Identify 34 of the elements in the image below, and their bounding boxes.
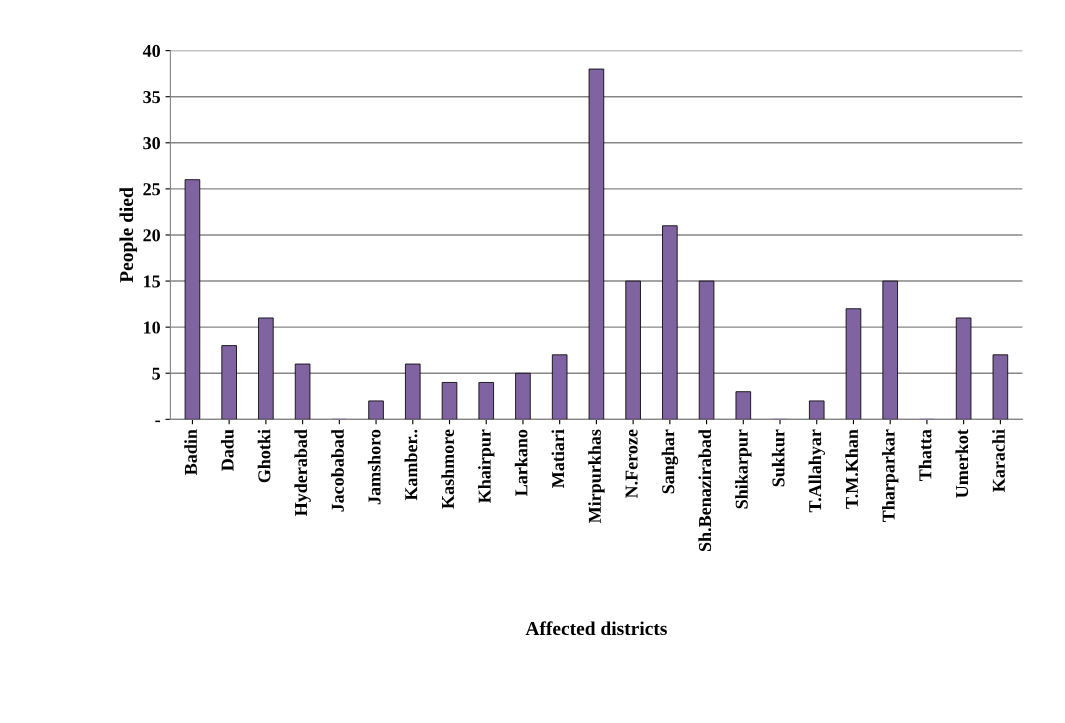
x-tick-label: T.M.Khan (845, 429, 859, 509)
y-tick-label: 5 (152, 367, 161, 380)
x-tick-label: Sh.Benazirabad (698, 429, 712, 551)
x-tick-label: Mirpurkhas (588, 429, 605, 524)
x-tick-label: Kashmore (441, 429, 455, 509)
x-tick-label: Sukkur (771, 429, 785, 487)
y-tick-label: 20 (143, 229, 160, 242)
y-axis-title: People died (119, 187, 138, 283)
y-tick-label: 30 (143, 137, 160, 150)
y-tick-label: - (155, 420, 161, 423)
x-tick-label: Matiari (551, 429, 565, 488)
x-tick-label: N.Feroze (625, 429, 638, 499)
y-tick-label: 40 (142, 44, 160, 58)
x-tick-label: Jacobabad (331, 429, 344, 512)
x-tick-label: Shikarpur (735, 429, 752, 509)
x-tick-label: Larkano (514, 429, 528, 496)
x-tick-label: Jamshoro (367, 429, 381, 505)
y-tick-label: 35 (143, 91, 161, 104)
x-tick-label: Tharparkar (882, 429, 899, 523)
x-tick-label: T.Allahyar (808, 429, 825, 513)
x-tick-label: Kamber.. (404, 429, 418, 501)
x-tick-label: Dadu (220, 429, 234, 471)
x-tick-label: Badin (184, 429, 197, 475)
y-tick-label: 15 (144, 275, 161, 288)
x-tick-label: Sanghar (661, 429, 679, 494)
y-tick-label: 25 (143, 183, 161, 196)
x-tick-label: Ghotki (257, 429, 271, 483)
x-tick-label: Karachi (992, 429, 1005, 492)
x-axis-title: Affected districts (525, 621, 667, 636)
x-tick-label: Hyderabad (294, 429, 311, 517)
x-tick-label: Thatta (918, 429, 932, 481)
x-tick-label: Khairpur (478, 429, 495, 503)
x-tick-label: Umerkot (955, 429, 969, 498)
y-tick-label: 10 (144, 321, 160, 334)
